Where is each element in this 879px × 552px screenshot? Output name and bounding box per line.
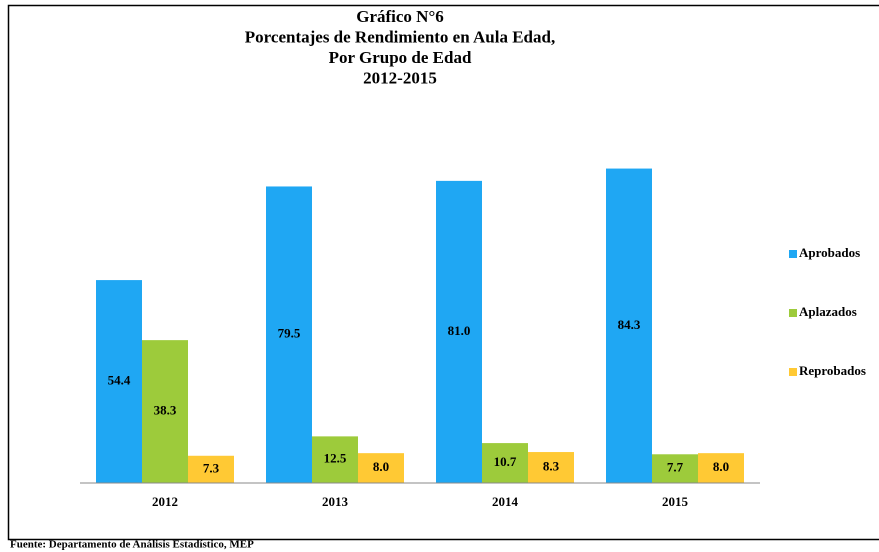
chart-title: Porcentajes de Rendimiento en Aula Edad, — [245, 27, 555, 46]
legend-label: Reprobados — [799, 363, 866, 378]
data-label: 84.3 — [618, 317, 641, 332]
x-tick-label: 2014 — [492, 494, 519, 509]
bar — [266, 186, 312, 483]
bar — [96, 280, 142, 483]
chart-title: Por Grupo de Edad — [329, 48, 472, 67]
bar — [482, 443, 528, 483]
data-label: 10.7 — [494, 454, 517, 469]
legend-swatch — [789, 309, 797, 317]
data-label: 12.5 — [324, 451, 347, 466]
bar — [358, 453, 404, 483]
bar — [436, 180, 482, 483]
data-label: 7.3 — [203, 460, 220, 475]
x-tick-label: 2013 — [322, 494, 349, 509]
x-tick-label: 2015 — [662, 494, 689, 509]
data-label: 79.5 — [278, 326, 301, 341]
data-label: 81.0 — [448, 323, 471, 338]
bar — [698, 453, 744, 483]
bar — [142, 340, 188, 483]
data-label: 8.3 — [543, 459, 560, 474]
x-tick-label: 2012 — [152, 494, 178, 509]
bar — [528, 452, 574, 483]
legend-label: Aprobados — [799, 245, 860, 260]
data-label: 8.0 — [713, 459, 729, 474]
data-label: 7.7 — [667, 460, 684, 475]
legend-swatch — [789, 368, 797, 376]
source-note: Fuente: Departamento de Análisis Estadís… — [10, 539, 254, 551]
chart-title: 2012-2015 — [363, 68, 437, 87]
legend-label: Aplazados — [799, 304, 857, 319]
data-label: 54.4 — [108, 373, 131, 388]
bar — [652, 454, 698, 483]
bar — [188, 455, 234, 483]
bar — [312, 436, 358, 483]
data-label: 38.3 — [154, 403, 177, 418]
legend-swatch — [789, 250, 797, 258]
data-label: 8.0 — [373, 459, 389, 474]
chart-title: Gráfico N°6 — [356, 7, 444, 26]
bar — [606, 168, 652, 483]
